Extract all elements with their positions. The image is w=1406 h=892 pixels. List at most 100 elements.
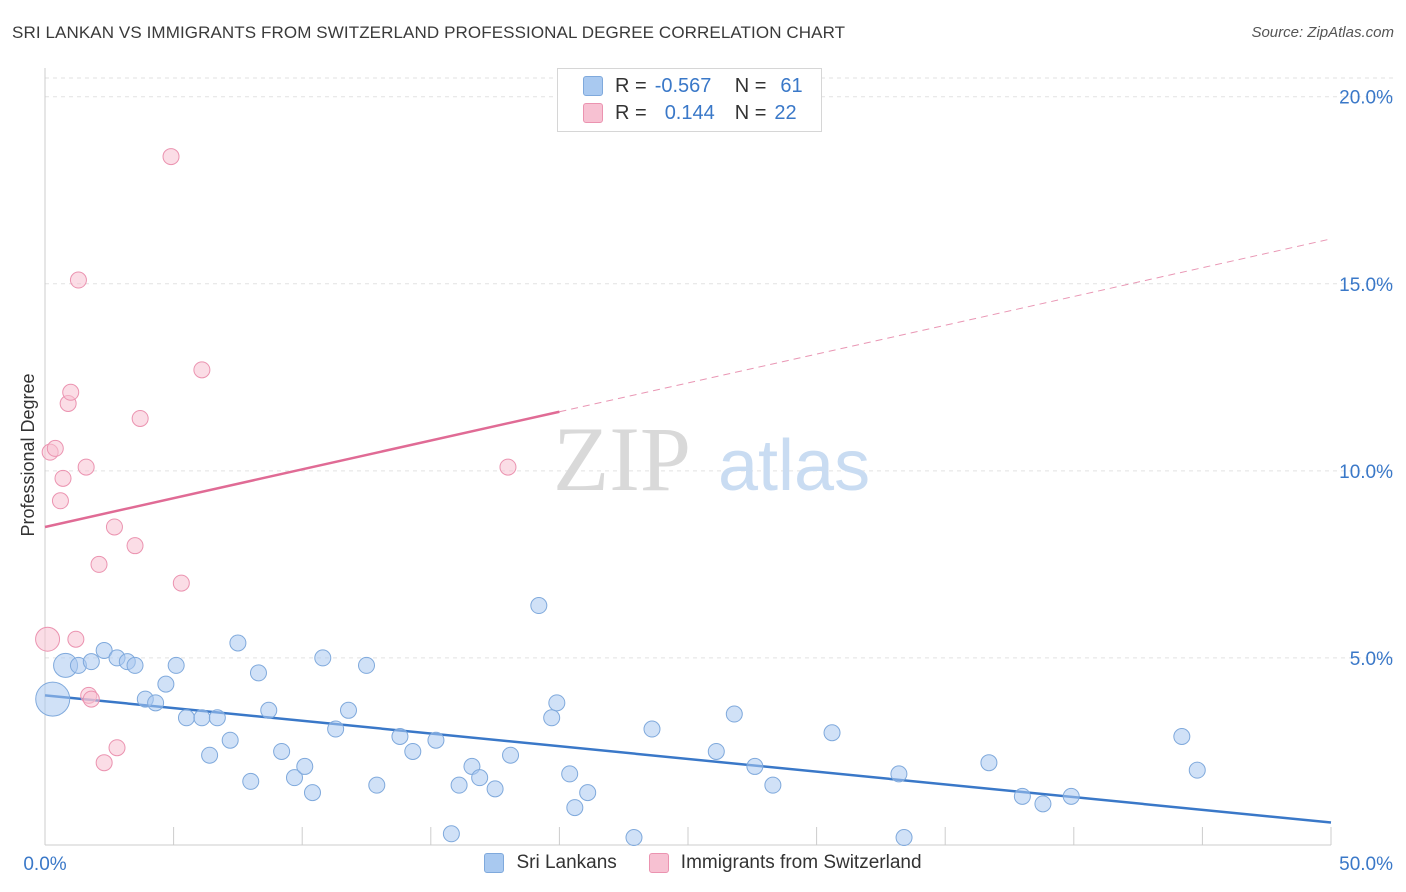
point-sri-lankans bbox=[327, 720, 345, 738]
trend-lines bbox=[44, 238, 1332, 824]
point-sri-lankans bbox=[561, 765, 579, 783]
point-sri-lankans bbox=[530, 597, 548, 615]
point-switzerland bbox=[51, 492, 69, 510]
legend-row-sri-lankans: R = -0.567 N = 61 bbox=[583, 73, 803, 99]
point-sri-lankans bbox=[643, 720, 661, 738]
point-sri-lankans bbox=[566, 799, 584, 817]
point-sri-lankans bbox=[177, 709, 195, 727]
watermark: ZIP atlas bbox=[553, 408, 870, 510]
y-tick-label: 20.0% bbox=[1339, 88, 1393, 109]
point-sri-lankans bbox=[201, 746, 219, 764]
point-sri-lankans bbox=[725, 705, 743, 723]
point-sri-lankans bbox=[296, 757, 314, 775]
point-switzerland bbox=[35, 626, 61, 652]
point-sri-lankans bbox=[471, 769, 489, 787]
y-tick-label: 15.0% bbox=[1339, 275, 1393, 296]
series-legend-sri-lankans: Sri Lankans bbox=[484, 852, 617, 874]
point-sri-lankans bbox=[221, 731, 239, 749]
legend-row-switzerland: R = 0.144 N = 22 bbox=[583, 100, 797, 126]
point-switzerland bbox=[82, 690, 100, 708]
point-switzerland bbox=[193, 361, 211, 379]
point-switzerland bbox=[69, 271, 87, 289]
point-sri-lankans bbox=[502, 746, 520, 764]
point-sri-lankans bbox=[260, 701, 278, 719]
legend-r-value: 0.144 bbox=[664, 101, 715, 124]
legend-n-value: 22 bbox=[774, 101, 797, 124]
point-sri-lankans bbox=[249, 664, 267, 682]
point-switzerland bbox=[46, 439, 64, 457]
correlation-legend: R = -0.567 N = 61 R = 0.144 N = 22 bbox=[557, 68, 822, 132]
chart-title: SRI LANKAN VS IMMIGRANTS FROM SWITZERLAN… bbox=[12, 23, 846, 42]
point-switzerland bbox=[126, 537, 144, 555]
point-sri-lankans bbox=[82, 653, 100, 671]
point-sri-lankans bbox=[427, 731, 445, 749]
point-switzerland bbox=[67, 630, 85, 648]
legend-r-value: -0.567 bbox=[654, 74, 712, 97]
legend-n-value: 61 bbox=[780, 74, 803, 97]
point-sri-lankans bbox=[707, 742, 725, 760]
point-switzerland bbox=[95, 754, 113, 772]
point-sri-lankans bbox=[486, 780, 504, 798]
series-swatch-blue bbox=[484, 853, 505, 873]
point-sri-lankans bbox=[1188, 761, 1206, 779]
point-sri-lankans bbox=[1173, 727, 1191, 745]
series-label: Sri Lankans bbox=[516, 852, 617, 873]
gridlines bbox=[45, 77, 1393, 659]
y-tick-label: 10.0% bbox=[1339, 462, 1393, 483]
point-switzerland bbox=[90, 555, 108, 573]
point-sri-lankans bbox=[442, 825, 460, 843]
point-sri-lankans bbox=[35, 681, 71, 717]
legend-r-label: R = bbox=[615, 101, 647, 124]
series-swatch-pink bbox=[648, 853, 669, 873]
series-legend: Sri Lankans Immigrants from Switzerland bbox=[0, 852, 1406, 874]
point-sri-lankans bbox=[1062, 787, 1080, 805]
point-sri-lankans bbox=[193, 709, 211, 727]
point-sri-lankans bbox=[764, 776, 782, 794]
watermark-atlas: atlas bbox=[718, 426, 870, 506]
legend-n-label: N = bbox=[734, 101, 767, 124]
point-sri-lankans bbox=[895, 829, 913, 847]
y-tick-label: 5.0% bbox=[1350, 649, 1393, 670]
trend-line-switzerland bbox=[44, 410, 560, 529]
series-label: Immigrants from Switzerland bbox=[680, 852, 922, 873]
y-axis-label: Professional Degree bbox=[18, 373, 38, 536]
point-sri-lankans bbox=[242, 772, 260, 790]
point-switzerland bbox=[77, 458, 95, 476]
point-sri-lankans bbox=[450, 776, 468, 794]
series-legend-switzerland: Immigrants from Switzerland bbox=[648, 852, 922, 874]
point-sri-lankans bbox=[625, 829, 643, 847]
point-sri-lankans bbox=[303, 784, 321, 802]
legend-swatch-pink bbox=[583, 103, 603, 123]
point-sri-lankans bbox=[167, 656, 185, 674]
trend-line-sri-lankans bbox=[44, 694, 1332, 824]
point-sri-lankans bbox=[126, 656, 144, 674]
point-sri-lankans bbox=[229, 634, 247, 652]
point-switzerland bbox=[131, 409, 149, 427]
point-sri-lankans bbox=[980, 754, 998, 772]
legend-swatch-blue bbox=[583, 76, 603, 96]
point-switzerland bbox=[108, 739, 126, 757]
point-sri-lankans bbox=[1034, 795, 1052, 813]
point-sri-lankans bbox=[823, 724, 841, 742]
data-points bbox=[35, 148, 1206, 847]
tick-labels: 5.0% 10.0% 15.0% 20.0% 0.0% 50.0% bbox=[23, 88, 1393, 875]
point-switzerland bbox=[172, 574, 190, 592]
point-switzerland bbox=[62, 383, 80, 401]
point-sri-lankans bbox=[746, 757, 764, 775]
trend-line-switzerland-projection bbox=[559, 238, 1332, 413]
point-sri-lankans bbox=[285, 769, 303, 787]
x-tick-label: 0.0% bbox=[23, 854, 66, 875]
point-sri-lankans bbox=[1013, 787, 1031, 805]
point-sri-lankans bbox=[339, 701, 357, 719]
point-sri-lankans bbox=[890, 765, 908, 783]
x-tick-label: 50.0% bbox=[1339, 854, 1393, 875]
source-label: Source: ZipAtlas.com bbox=[1251, 24, 1394, 41]
point-sri-lankans bbox=[95, 641, 113, 659]
point-sri-lankans bbox=[404, 742, 422, 760]
point-sri-lankans bbox=[314, 649, 332, 667]
point-sri-lankans bbox=[157, 675, 175, 693]
point-sri-lankans bbox=[579, 784, 597, 802]
point-switzerland bbox=[54, 469, 72, 487]
watermark-zip: ZIP bbox=[553, 408, 691, 510]
